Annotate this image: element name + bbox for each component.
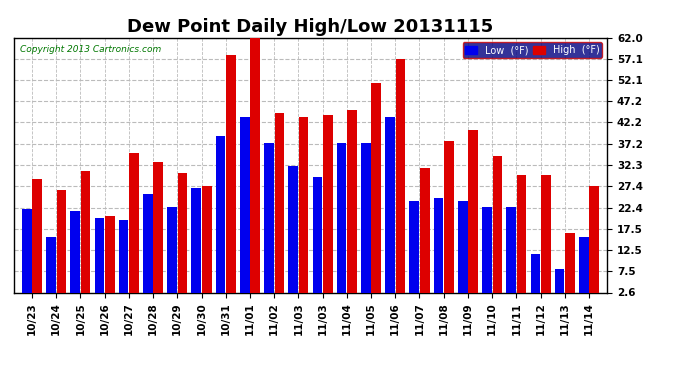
- Bar: [458, 201, 468, 292]
- Bar: [46, 237, 56, 292]
- Bar: [22, 209, 32, 292]
- Bar: [167, 207, 177, 292]
- Bar: [361, 142, 371, 292]
- Bar: [299, 117, 308, 292]
- Text: Copyright 2013 Cartronics.com: Copyright 2013 Cartronics.com: [20, 45, 161, 54]
- Bar: [506, 207, 516, 292]
- Bar: [469, 130, 478, 292]
- Bar: [555, 269, 564, 292]
- Bar: [105, 216, 115, 292]
- Bar: [216, 136, 226, 292]
- Bar: [385, 117, 395, 292]
- Bar: [240, 117, 250, 292]
- Bar: [81, 171, 90, 292]
- Title: Dew Point Daily High/Low 20131115: Dew Point Daily High/Low 20131115: [128, 18, 493, 36]
- Bar: [153, 162, 163, 292]
- Bar: [264, 142, 274, 292]
- Bar: [541, 175, 551, 292]
- Legend: Low  (°F), High  (°F): Low (°F), High (°F): [462, 42, 602, 58]
- Bar: [420, 168, 430, 292]
- Bar: [589, 186, 599, 292]
- Bar: [119, 220, 128, 292]
- Bar: [202, 186, 212, 292]
- Bar: [313, 177, 322, 292]
- Bar: [177, 173, 188, 292]
- Bar: [565, 233, 575, 292]
- Bar: [395, 59, 405, 292]
- Bar: [226, 55, 236, 292]
- Bar: [143, 194, 152, 292]
- Bar: [250, 38, 260, 292]
- Bar: [444, 141, 454, 292]
- Bar: [433, 198, 444, 292]
- Bar: [288, 166, 298, 292]
- Bar: [275, 112, 284, 292]
- Bar: [57, 190, 66, 292]
- Bar: [493, 156, 502, 292]
- Bar: [531, 254, 540, 292]
- Bar: [482, 207, 492, 292]
- Bar: [95, 218, 104, 292]
- Bar: [70, 211, 80, 292]
- Bar: [337, 142, 346, 292]
- Bar: [409, 201, 419, 292]
- Bar: [579, 237, 589, 292]
- Bar: [517, 175, 526, 292]
- Bar: [371, 82, 381, 292]
- Bar: [191, 188, 201, 292]
- Bar: [323, 115, 333, 292]
- Bar: [32, 179, 42, 292]
- Bar: [129, 153, 139, 292]
- Bar: [347, 111, 357, 292]
